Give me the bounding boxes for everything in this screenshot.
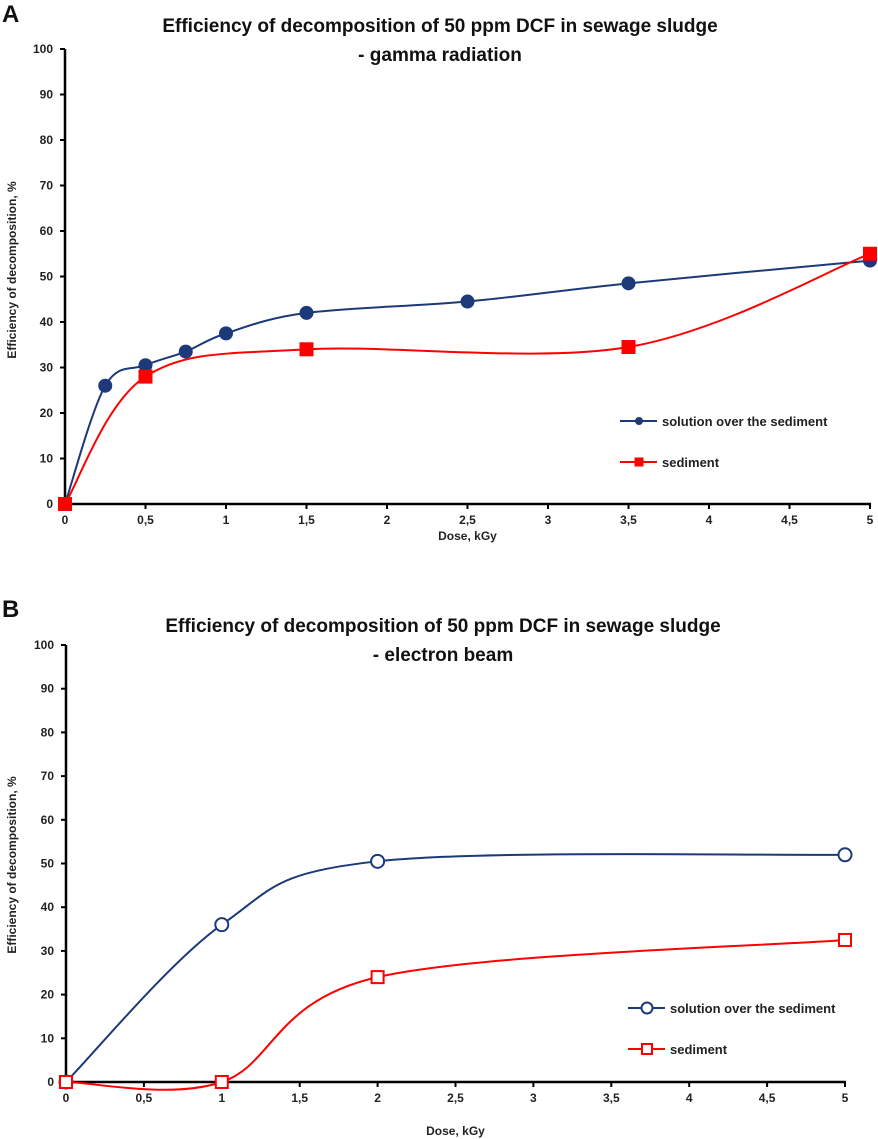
x-tick-label: 5	[867, 513, 874, 527]
legend-label: sediment	[670, 1042, 728, 1057]
data-point	[98, 378, 113, 393]
legend-label: sediment	[662, 455, 720, 470]
x-tick-label: 2	[384, 513, 391, 527]
chart-subtitle: - electron beam	[373, 645, 513, 666]
legend-marker	[634, 457, 644, 467]
x-tick-label: 0,5	[136, 1091, 153, 1105]
x-tick-label: 1,5	[291, 1091, 308, 1105]
data-point	[138, 369, 153, 384]
x-tick-label: 3,5	[620, 513, 637, 527]
x-tick-label: 1	[223, 513, 230, 527]
y-tick-label: 0	[46, 497, 53, 511]
x-tick-label: 1	[218, 1091, 225, 1105]
x-tick-label: 4,5	[781, 513, 798, 527]
legend-item: sediment	[628, 1042, 728, 1057]
legend-marker	[635, 417, 643, 425]
data-point	[214, 917, 230, 933]
x-tick-label: 1,5	[298, 513, 315, 527]
y-tick-label: 70	[41, 769, 55, 783]
data-point	[178, 344, 193, 359]
legend-item: solution over the sediment	[620, 414, 828, 429]
x-tick-label: 3	[530, 1091, 537, 1105]
y-tick-label: 80	[41, 725, 55, 739]
data-point	[837, 847, 853, 863]
x-axis-label: Dose, kGy	[438, 529, 497, 543]
x-tick-label: 0	[63, 1091, 70, 1105]
y-tick-label: 90	[41, 682, 55, 696]
chart-title: Efficiency of decomposition of 50 ppm DC…	[165, 616, 720, 637]
y-tick-label: 0	[47, 1075, 54, 1089]
data-point	[863, 246, 877, 261]
legend-label: solution over the sediment	[662, 414, 828, 429]
x-tick-label: 2	[374, 1091, 381, 1105]
chart-title: Efficiency of decomposition of 50 ppm DC…	[162, 16, 717, 37]
data-point	[58, 497, 72, 511]
y-tick-label: 40	[40, 315, 54, 329]
y-tick-label: 80	[40, 133, 54, 147]
x-tick-label: 2,5	[459, 513, 476, 527]
chart-subtitle: - gamma radiation	[358, 45, 522, 66]
data-point	[838, 932, 852, 947]
data-point	[370, 970, 385, 985]
series-0	[58, 253, 877, 511]
x-tick-label: 4	[706, 513, 713, 527]
chart-b: B Efficiency of decomposition of 50 ppm D…	[2, 596, 853, 1138]
y-tick-label: 40	[41, 900, 55, 914]
panel-label: A	[2, 1, 19, 28]
y-axis-label: Efficiency of decomposition, %	[5, 181, 19, 359]
x-tick-label: 0	[62, 513, 69, 527]
data-point	[370, 853, 386, 869]
x-tick-label: 2,5	[447, 1091, 464, 1105]
y-tick-label: 100	[33, 42, 53, 56]
data-point	[621, 276, 636, 291]
data-point	[299, 305, 314, 320]
data-point	[214, 1075, 229, 1089]
y-tick-label: 90	[40, 88, 54, 102]
legend-item: sediment	[620, 455, 720, 470]
series-line	[64, 252, 871, 505]
x-tick-label: 3	[545, 513, 552, 527]
y-tick-label: 60	[40, 224, 54, 238]
legend-item: solution over the sediment	[628, 1001, 836, 1016]
data-point	[59, 1075, 73, 1089]
y-tick-label: 30	[41, 944, 55, 958]
y-tick-label: 20	[41, 988, 55, 1002]
legend-marker	[641, 1043, 653, 1055]
y-tick-label: 10	[41, 1031, 55, 1045]
series-1	[58, 246, 877, 511]
y-tick-label: 50	[41, 857, 55, 871]
y-tick-label: 50	[40, 270, 54, 284]
x-tick-label: 0,5	[137, 513, 154, 527]
data-point	[460, 294, 475, 309]
series-0	[58, 847, 853, 1090]
series-1	[59, 932, 852, 1091]
x-axis-label: Dose, kGy	[426, 1124, 485, 1138]
x-tick-label: 4	[686, 1091, 693, 1105]
series-line	[65, 853, 846, 1083]
y-tick-label: 20	[40, 406, 54, 420]
series-line	[65, 938, 846, 1091]
y-tick-label: 10	[40, 452, 54, 466]
x-tick-label: 5	[842, 1091, 849, 1105]
legend-marker	[640, 1001, 654, 1015]
y-tick-label: 100	[34, 638, 54, 652]
y-tick-label: 60	[41, 813, 55, 827]
data-point	[299, 342, 314, 357]
y-tick-label: 70	[40, 179, 54, 193]
x-tick-label: 4,5	[759, 1091, 776, 1105]
panel-label: B	[2, 596, 19, 623]
x-tick-label: 3,5	[603, 1091, 620, 1105]
legend-label: solution over the sediment	[670, 1001, 836, 1016]
y-axis-label: Efficiency of decomposition, %	[5, 776, 19, 954]
data-point	[621, 340, 636, 355]
data-point	[219, 326, 233, 341]
y-tick-label: 30	[40, 361, 54, 375]
chart-a: A Efficiency of decomposition of 50 ppm D…	[2, 1, 877, 543]
